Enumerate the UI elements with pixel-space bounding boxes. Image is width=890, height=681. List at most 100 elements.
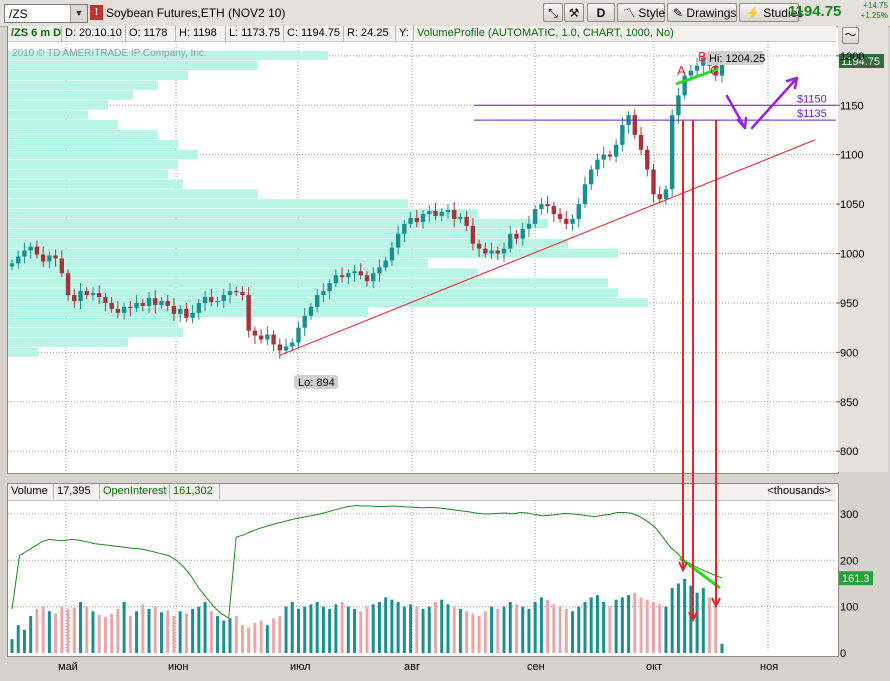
- crosshair-icon[interactable]: ⤡: [543, 3, 563, 22]
- alert-badge[interactable]: !: [90, 5, 103, 20]
- symbol-selector[interactable]: ▼: [4, 4, 88, 23]
- volume-bar: [365, 606, 369, 653]
- candle-down: [339, 275, 345, 278]
- study-label[interactable]: VolumeProfile (AUTOMATIC, 1.0, CHART, 10…: [417, 27, 674, 39]
- volume-bar: [265, 625, 269, 653]
- candle-down: [414, 217, 420, 222]
- volume-bar: [315, 602, 319, 653]
- volume-bar: [253, 622, 257, 653]
- candle-down: [153, 298, 158, 305]
- candle-up: [595, 159, 600, 170]
- candle-up: [576, 204, 581, 219]
- volume-bar: [452, 606, 456, 653]
- drawings-button[interactable]: ✎ Drawings: [667, 3, 737, 22]
- volume-profile-bar: [8, 298, 648, 308]
- candle-up: [9, 263, 15, 267]
- volume-bar: [153, 606, 157, 653]
- style-icon: 〽: [623, 6, 636, 20]
- red-arrowhead: [711, 597, 721, 609]
- volume-bar: [446, 604, 450, 653]
- candle-up: [589, 169, 594, 185]
- candle-up: [420, 213, 426, 222]
- volume-bar: [141, 604, 145, 653]
- chart-settings-icon[interactable]: 〜: [842, 27, 859, 44]
- candle-up: [190, 312, 195, 318]
- candle-up: [22, 250, 27, 257]
- settings-wrench-icon[interactable]: ⚒: [564, 3, 584, 22]
- hi-bubble: [706, 51, 764, 65]
- volume-bar: [695, 592, 699, 653]
- price-axis-area: [838, 26, 888, 472]
- volume-bar: [209, 611, 213, 653]
- candle-up: [663, 189, 669, 200]
- volume-bar: [409, 604, 413, 653]
- red-arrowhead: [688, 611, 698, 623]
- candle-up: [352, 271, 357, 274]
- candle-down: [109, 302, 114, 309]
- candle-up: [202, 297, 208, 303]
- price-tick-label: 1000: [840, 249, 864, 261]
- studies-button[interactable]: ⚡ Studies: [739, 3, 803, 22]
- candle-up: [221, 295, 226, 301]
- candle-up: [90, 293, 96, 296]
- volume-bar: [79, 602, 83, 653]
- period-label[interactable]: /ZS 6 m D: [8, 26, 62, 41]
- volume-bar: [720, 643, 724, 653]
- volume-bar: [639, 597, 643, 653]
- candle-up: [427, 211, 432, 214]
- candle-up: [570, 218, 575, 224]
- volume-bar: [128, 615, 132, 653]
- volume-bar: [110, 613, 114, 653]
- candle-down: [258, 335, 264, 340]
- candle-down: [234, 291, 239, 293]
- candle-down: [271, 334, 276, 345]
- chevron-down-icon[interactable]: ▼: [70, 5, 87, 22]
- month-label: ноя: [760, 661, 778, 673]
- volume-bar: [41, 606, 45, 653]
- candle-down: [364, 275, 370, 282]
- volume-bar: [546, 599, 550, 653]
- volume-bar: [309, 604, 313, 653]
- candle-up: [302, 315, 307, 328]
- candle-up: [520, 228, 525, 239]
- candle-up: [265, 334, 270, 340]
- point-b-label: B: [698, 49, 707, 64]
- volume-profile-bar: [8, 268, 478, 278]
- candle-up: [395, 233, 401, 248]
- volume-profile-bar: [8, 189, 258, 199]
- volume-bar: [714, 602, 718, 653]
- candle-up: [159, 300, 164, 305]
- candle-down: [165, 300, 170, 306]
- volume-profile-bar: [8, 199, 408, 209]
- symbol-input[interactable]: [5, 5, 73, 22]
- oi-label[interactable]: OpenInterest: [100, 484, 170, 499]
- volume-profile-bar: [8, 60, 258, 71]
- candle-down: [495, 250, 500, 254]
- volume-profile-bar: [8, 110, 88, 120]
- volume-bar: [184, 613, 188, 653]
- candle-up: [296, 327, 301, 343]
- candle-up: [402, 223, 407, 234]
- candle-down: [451, 210, 457, 219]
- candle-up: [321, 291, 326, 296]
- range-value: R: 24.25: [344, 26, 396, 41]
- volume-bar: [240, 625, 244, 653]
- volume-bar: [122, 602, 126, 653]
- volume-profile-bar: [8, 50, 328, 61]
- studies-icon: ⚡: [745, 6, 760, 20]
- candle-up: [620, 125, 625, 145]
- price-tick-label: 1150: [840, 100, 864, 112]
- price-tick-label: 900: [840, 347, 858, 359]
- volume-bar: [571, 611, 575, 653]
- candle-down: [651, 169, 656, 195]
- candle-up: [526, 223, 532, 229]
- volume-profile-bar: [8, 258, 428, 268]
- volume-bar: [527, 608, 531, 653]
- volume-bar: [384, 597, 388, 653]
- aggregation-button[interactable]: D: [587, 3, 615, 22]
- y-value: Y:: [396, 26, 414, 41]
- volume-bar: [689, 585, 693, 653]
- volume-bar: [47, 611, 51, 653]
- candle-up: [346, 273, 351, 278]
- style-button[interactable]: 〽 Style: [617, 3, 665, 22]
